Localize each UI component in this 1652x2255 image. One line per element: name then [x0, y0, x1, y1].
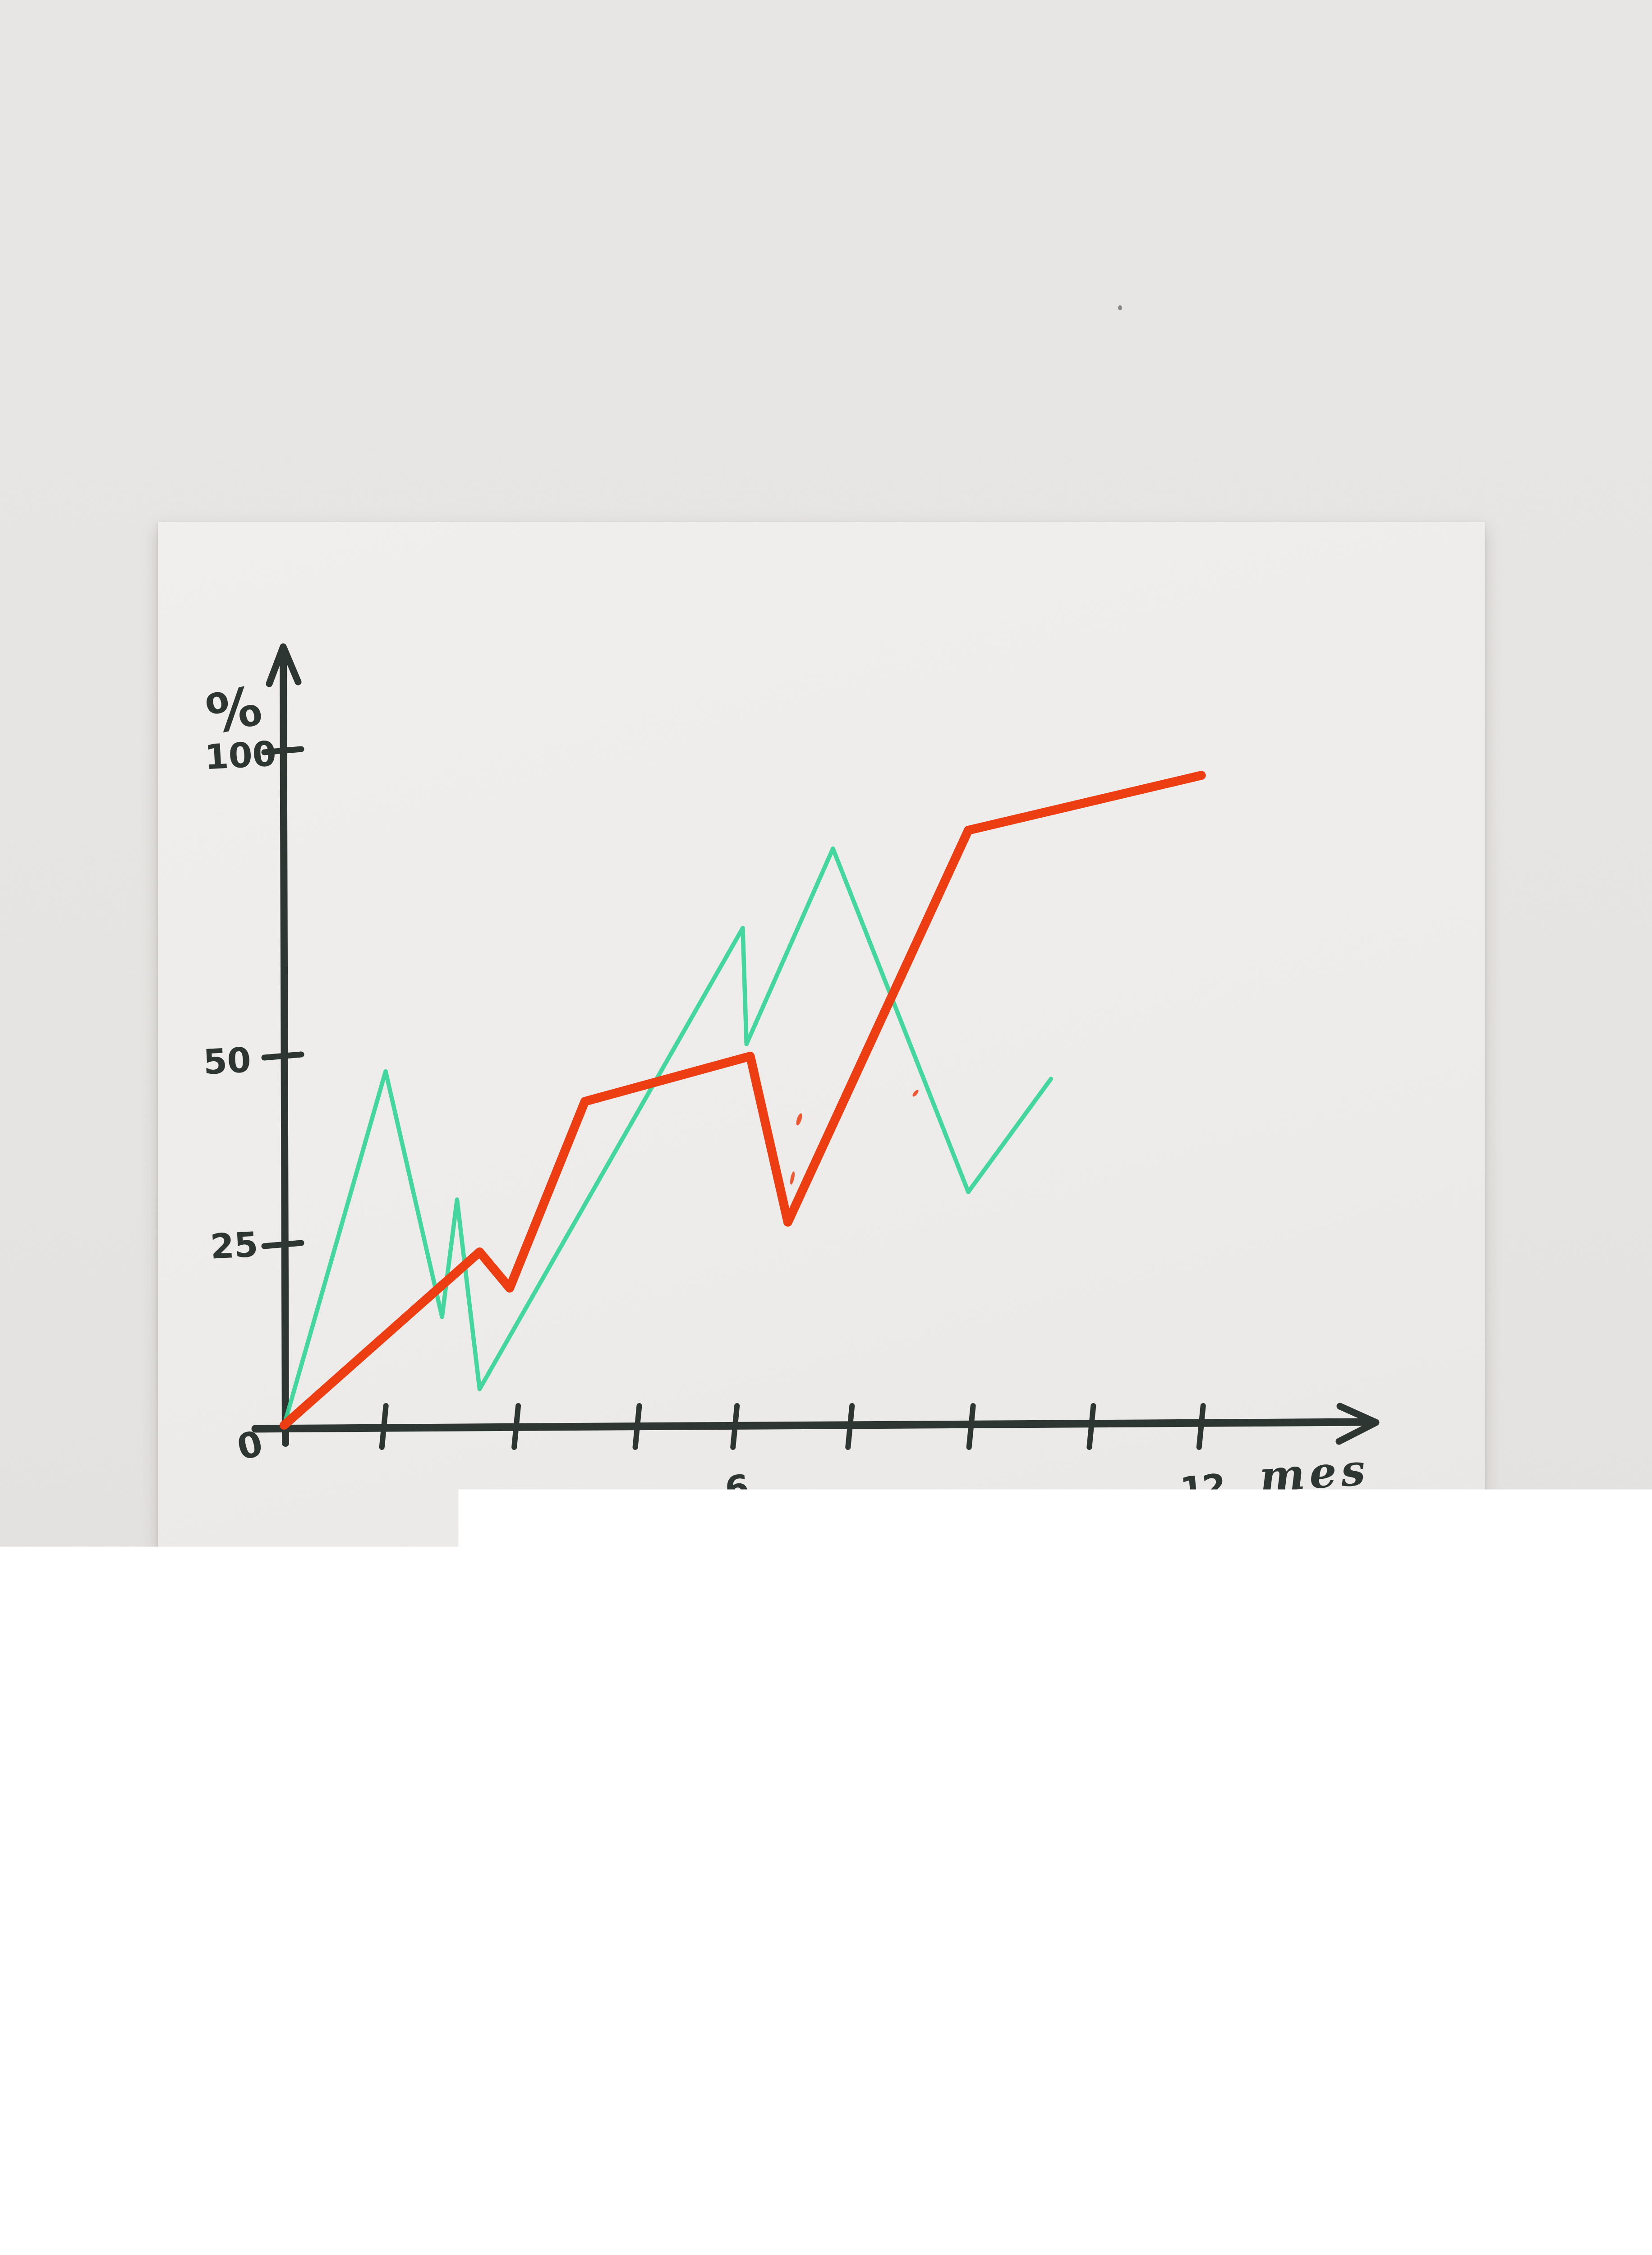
tick-marks [264, 749, 1203, 1447]
x-tick-mark [382, 1406, 386, 1447]
data-series [284, 775, 1201, 1425]
y-axis-line [283, 650, 285, 1443]
x-axis-unit-label: mes [1258, 1445, 1371, 1502]
red-line-series [284, 775, 1201, 1425]
x-tick-label: 6 [723, 1467, 749, 1509]
x-tick-mark [514, 1406, 518, 1447]
hand-drawn-chart: 6 121005025 % 0 mes [0, 0, 1652, 2255]
axes [255, 647, 1376, 1443]
x-tick-mark [1199, 1406, 1203, 1447]
green-line-series [284, 849, 1051, 1425]
y-tick-mark [264, 1243, 301, 1246]
x-tick-mark [969, 1406, 973, 1447]
x-tick-mark [733, 1406, 737, 1447]
y-axis-unit-label: % [201, 674, 267, 747]
photo-of-wall: 6 12 100 50 25 % 0 mes [0, 0, 1652, 2255]
y-tick-mark [264, 1054, 301, 1058]
x-tick-label: 12 [1178, 1466, 1226, 1510]
x-tick-mark [1089, 1406, 1093, 1447]
tick-labels: 6 121005025 [202, 733, 1226, 1510]
x-tick-mark [635, 1406, 639, 1447]
x-tick-mark [848, 1406, 852, 1447]
y-tick-label: 50 [202, 1040, 252, 1082]
y-tick-label: 25 [209, 1224, 259, 1266]
